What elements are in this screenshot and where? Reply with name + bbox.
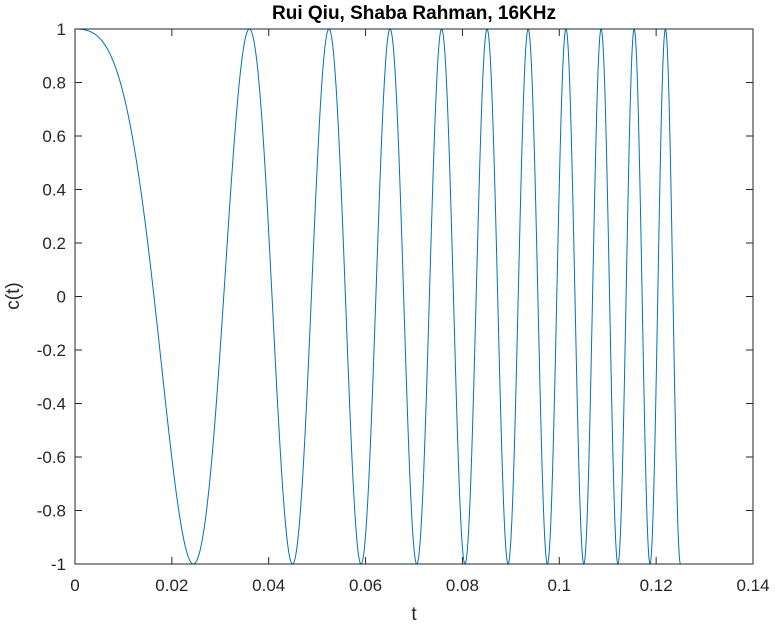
x-tick-label: 0.04	[252, 576, 285, 595]
axes-box	[74, 28, 754, 565]
x-tick-label: 0.14	[736, 576, 769, 595]
y-tick-label: 0.2	[42, 234, 66, 253]
x-tick-label: 0.12	[640, 576, 673, 595]
x-tick-label: 0	[70, 576, 79, 595]
y-tick-label: -1	[51, 555, 66, 574]
x-axis: 0 0.02 0.04 0.06 0.08 0.1 0.12 0.14	[70, 29, 770, 595]
y-tick-label: -0.6	[37, 448, 66, 467]
y-tick-label: 0.4	[42, 181, 66, 200]
y-tick-label: -0.2	[37, 341, 66, 360]
x-tick-label: 0.08	[446, 576, 479, 595]
y-tick-label: 0.6	[42, 127, 66, 146]
y-axis-label: c(t)	[3, 282, 24, 309]
y-tick-label: -0.4	[37, 395, 66, 414]
chart-title: Rui Qiu, Shaba Rahman, 16KHz	[272, 3, 556, 24]
y-tick-label: 0	[57, 288, 66, 307]
y-tick-label: -0.8	[37, 502, 66, 521]
y-tick-label: 1	[57, 20, 66, 39]
x-tick-label: 0.06	[349, 576, 382, 595]
plot-area	[74, 28, 681, 565]
x-axis-label: t	[411, 604, 417, 625]
series-line	[74, 28, 681, 565]
x-tick-label: 0.1	[547, 576, 571, 595]
y-axis: -1 -0.8 -0.6 -0.4 -0.2 0 0.2 0.4 0.6 0.8 1	[37, 20, 753, 574]
y-tick-label: 0.8	[42, 74, 66, 93]
x-tick-label: 0.02	[155, 576, 188, 595]
